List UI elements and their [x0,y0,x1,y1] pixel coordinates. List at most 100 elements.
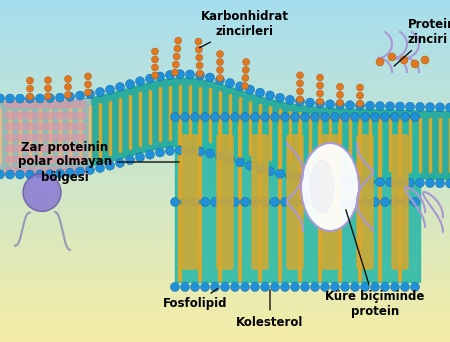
Circle shape [356,84,364,91]
Circle shape [415,102,424,111]
Circle shape [346,177,355,186]
Circle shape [76,91,85,100]
Circle shape [310,113,320,121]
Circle shape [195,46,203,53]
Circle shape [381,113,390,121]
Circle shape [356,177,364,186]
Circle shape [220,197,230,207]
FancyBboxPatch shape [322,135,338,269]
Circle shape [346,101,355,110]
Circle shape [261,282,270,291]
Circle shape [301,282,310,291]
Circle shape [341,197,350,207]
Circle shape [216,51,224,57]
Circle shape [291,282,300,291]
Circle shape [152,48,158,55]
Circle shape [351,113,360,121]
Circle shape [86,90,94,98]
FancyBboxPatch shape [287,135,303,269]
Circle shape [316,74,324,81]
Circle shape [235,82,244,91]
Circle shape [275,169,284,178]
Ellipse shape [23,173,61,211]
Circle shape [135,153,144,162]
Circle shape [405,102,414,111]
Circle shape [356,100,364,107]
Circle shape [410,282,419,291]
Text: Kolesterol: Kolesterol [236,290,304,329]
Text: Karbonhidrat
zincirleri: Karbonhidrat zincirleri [199,10,289,48]
Circle shape [190,282,199,291]
Circle shape [360,282,369,291]
Text: Protein
zinciri: Protein zinciri [394,18,450,66]
Circle shape [297,72,303,79]
Circle shape [196,54,202,61]
Circle shape [216,58,224,66]
Circle shape [365,177,374,186]
Circle shape [360,113,369,121]
Circle shape [336,176,345,185]
Circle shape [285,171,294,180]
Circle shape [242,82,248,90]
Circle shape [195,38,202,45]
Circle shape [386,178,395,187]
Circle shape [26,94,35,103]
Circle shape [185,70,194,79]
Ellipse shape [310,161,333,213]
Circle shape [297,88,303,95]
Circle shape [0,170,4,179]
Circle shape [15,94,24,103]
Circle shape [55,169,64,178]
Circle shape [126,156,135,165]
Circle shape [190,197,199,207]
Circle shape [436,179,445,188]
Circle shape [446,103,450,112]
Circle shape [36,170,45,179]
Circle shape [180,197,189,207]
Circle shape [27,93,33,100]
Circle shape [280,197,289,207]
Circle shape [175,37,182,44]
Circle shape [310,282,320,291]
Circle shape [126,80,135,89]
Circle shape [375,177,384,186]
Circle shape [251,282,260,291]
Circle shape [190,113,199,121]
Circle shape [156,148,165,157]
Circle shape [370,113,379,121]
Circle shape [216,67,224,74]
Circle shape [426,103,435,111]
Circle shape [415,179,424,187]
Circle shape [105,85,114,94]
Circle shape [320,282,329,291]
Circle shape [261,113,270,121]
Circle shape [216,152,225,160]
Text: Fosfolipid: Fosfolipid [163,289,227,311]
Circle shape [66,92,75,101]
Circle shape [375,102,384,110]
Circle shape [266,167,274,176]
Circle shape [388,53,396,61]
Circle shape [230,282,239,291]
Circle shape [336,100,345,109]
Circle shape [270,197,279,207]
Circle shape [330,197,339,207]
Circle shape [246,161,255,170]
Circle shape [446,179,450,188]
Circle shape [45,170,54,179]
Circle shape [315,99,324,108]
Circle shape [152,72,158,79]
Polygon shape [175,122,420,282]
Circle shape [285,95,294,104]
Circle shape [261,197,270,207]
FancyBboxPatch shape [357,135,373,269]
Circle shape [296,97,305,106]
Circle shape [370,197,379,207]
Circle shape [351,197,360,207]
Circle shape [45,77,51,84]
Circle shape [341,282,350,291]
Circle shape [275,93,284,102]
Circle shape [243,58,250,65]
Circle shape [196,62,203,69]
Circle shape [256,164,265,173]
